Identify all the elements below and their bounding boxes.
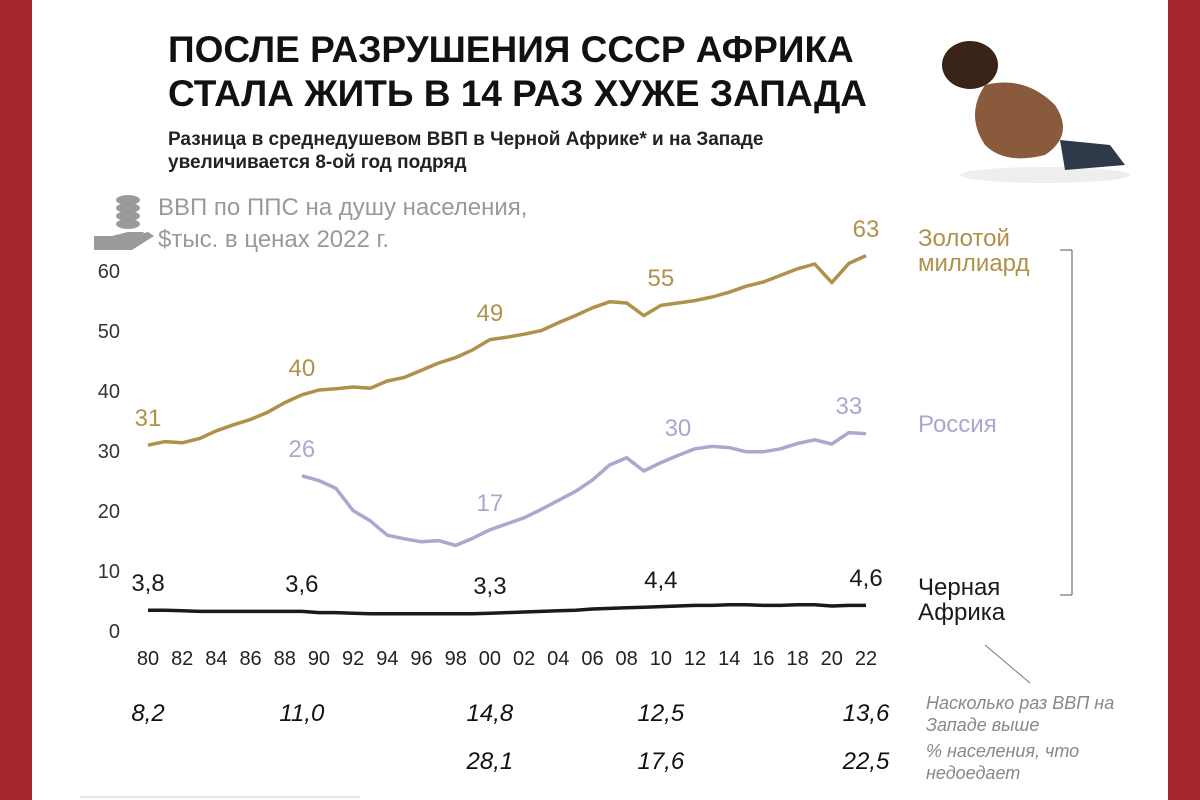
data-label: 26	[288, 435, 316, 463]
table-value: 22,5	[842, 748, 890, 775]
series-line	[147, 254, 867, 447]
y-tick-label: 40	[97, 381, 120, 403]
coin-icon	[94, 195, 154, 250]
table-value: 28,1	[466, 748, 514, 775]
y-axis-label: ВВП по ППС на душу населения, $тыс. в це…	[158, 194, 528, 253]
x-tick-label: 86	[239, 648, 262, 670]
data-label: 3,8	[131, 570, 165, 598]
x-tick-label: 80	[136, 648, 160, 670]
chart-title: ПОСЛЕ РАЗРУШЕНИЯ СССР АФРИКА СТАЛА ЖИТЬ …	[168, 29, 868, 114]
y-tick-label: 10	[97, 561, 120, 583]
y-tick-label: 50	[97, 321, 120, 343]
table-value: 13,6	[842, 700, 890, 727]
series-line	[301, 430, 867, 548]
x-tick-label: 00	[478, 648, 502, 670]
x-tick-label: 94	[376, 648, 399, 670]
table-value: 12,5	[637, 700, 685, 727]
data-label: 31	[134, 405, 162, 433]
x-tick-label: 98	[444, 648, 467, 670]
x-tick-label: 14	[718, 648, 741, 670]
series-line	[148, 603, 866, 616]
x-tick-label: 20	[820, 648, 843, 670]
x-tick-label: 22	[854, 648, 878, 670]
x-tick-label: 18	[786, 648, 809, 670]
data-label: 30	[664, 415, 692, 443]
row-label: % населения, что недоедает	[926, 741, 1080, 783]
y-tick-label: 30	[97, 441, 120, 463]
x-tick-label: 16	[752, 648, 775, 670]
x-tick-label: 06	[581, 648, 604, 670]
table-value: 17,6	[637, 748, 685, 775]
x-tick-label: 04	[547, 648, 570, 670]
x-tick-label: 08	[615, 648, 638, 670]
chart-subtitle: Разница в среднедушевом ВВП в Черной Афр…	[168, 129, 764, 173]
x-tick-label: 02	[512, 648, 536, 670]
x-tick-label: 12	[683, 648, 707, 670]
data-label: 33	[835, 392, 863, 420]
row-label: Насколько раз ВВП на Западе выше	[926, 693, 1115, 735]
legend-label: Черная Африка	[918, 574, 1006, 626]
data-label: 63	[852, 215, 880, 243]
x-tick-label: 92	[342, 648, 365, 670]
data-label: 55	[647, 265, 675, 293]
data-label: 3,6	[285, 571, 319, 599]
side-bar	[1168, 0, 1200, 800]
x-tick-label: 10	[649, 648, 672, 670]
legend-label: Россия	[918, 411, 997, 438]
x-tick-label: 84	[205, 648, 228, 670]
table-value: 8,2	[131, 700, 165, 727]
side-bar	[0, 0, 32, 800]
table-value: 14,8	[466, 700, 514, 727]
legend-label: Золотой миллиард	[918, 225, 1030, 277]
x-tick-label: 90	[307, 648, 331, 670]
data-label: 40	[288, 354, 316, 382]
data-label: 49	[476, 299, 504, 327]
data-label: 17	[476, 489, 504, 517]
data-label: 4,4	[644, 566, 678, 594]
y-tick-label: 20	[97, 501, 120, 523]
y-tick-label: 0	[108, 621, 120, 643]
pointer-line	[984, 644, 1031, 684]
data-label: 3,3	[473, 573, 507, 601]
x-tick-label: 82	[171, 648, 194, 670]
x-tick-label: 88	[273, 648, 296, 670]
figure-image	[942, 41, 1130, 183]
table-value: 11,0	[279, 700, 325, 727]
y-tick-label: 60	[97, 261, 120, 283]
x-tick-label: 96	[410, 648, 433, 670]
data-label: 4,6	[849, 565, 883, 593]
